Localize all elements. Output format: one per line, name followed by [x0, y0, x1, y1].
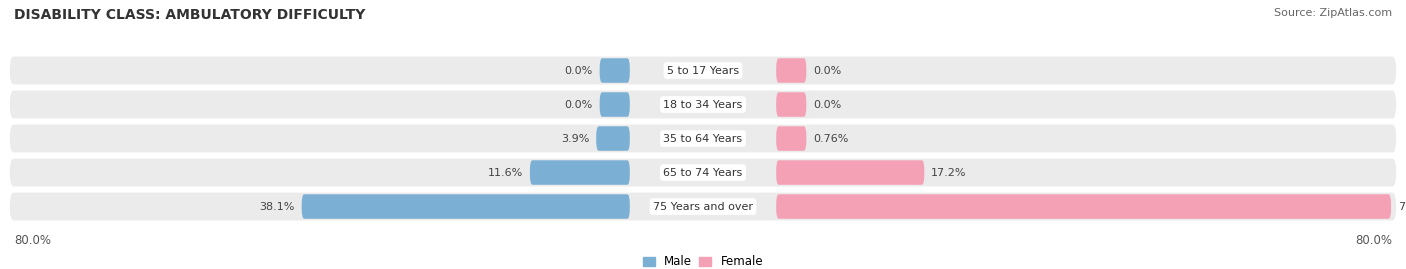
Text: 0.0%: 0.0% — [565, 100, 593, 109]
Text: 11.6%: 11.6% — [488, 168, 523, 178]
Text: Source: ZipAtlas.com: Source: ZipAtlas.com — [1274, 8, 1392, 18]
FancyBboxPatch shape — [530, 160, 630, 185]
FancyBboxPatch shape — [10, 91, 1396, 118]
FancyBboxPatch shape — [596, 126, 630, 151]
Text: 0.0%: 0.0% — [813, 100, 841, 109]
Text: 65 to 74 Years: 65 to 74 Years — [664, 168, 742, 178]
FancyBboxPatch shape — [776, 160, 924, 185]
FancyBboxPatch shape — [776, 58, 807, 83]
FancyBboxPatch shape — [776, 92, 807, 117]
Text: 75 Years and over: 75 Years and over — [652, 201, 754, 211]
FancyBboxPatch shape — [599, 92, 630, 117]
Text: 80.0%: 80.0% — [14, 234, 51, 247]
Text: 0.76%: 0.76% — [813, 133, 849, 144]
Text: 18 to 34 Years: 18 to 34 Years — [664, 100, 742, 109]
FancyBboxPatch shape — [302, 194, 630, 219]
Legend: Male, Female: Male, Female — [638, 251, 768, 269]
FancyBboxPatch shape — [10, 159, 1396, 186]
FancyBboxPatch shape — [10, 56, 1396, 84]
Text: 35 to 64 Years: 35 to 64 Years — [664, 133, 742, 144]
FancyBboxPatch shape — [776, 126, 807, 151]
FancyBboxPatch shape — [776, 194, 1391, 219]
Text: 80.0%: 80.0% — [1355, 234, 1392, 247]
Text: 71.4%: 71.4% — [1398, 201, 1406, 211]
FancyBboxPatch shape — [10, 193, 1396, 221]
Text: 17.2%: 17.2% — [931, 168, 967, 178]
Text: 0.0%: 0.0% — [813, 66, 841, 76]
Text: DISABILITY CLASS: AMBULATORY DIFFICULTY: DISABILITY CLASS: AMBULATORY DIFFICULTY — [14, 8, 366, 22]
Text: 38.1%: 38.1% — [260, 201, 295, 211]
Text: 5 to 17 Years: 5 to 17 Years — [666, 66, 740, 76]
FancyBboxPatch shape — [10, 125, 1396, 153]
Text: 3.9%: 3.9% — [561, 133, 589, 144]
FancyBboxPatch shape — [599, 58, 630, 83]
Text: 0.0%: 0.0% — [565, 66, 593, 76]
